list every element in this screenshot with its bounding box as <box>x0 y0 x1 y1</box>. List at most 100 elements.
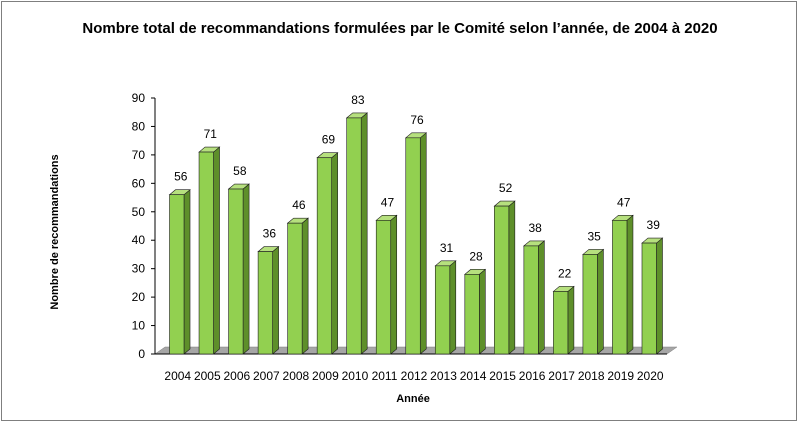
bar-front <box>287 222 303 355</box>
bar-front <box>553 291 569 355</box>
bar <box>404 132 428 355</box>
bar-front <box>228 188 244 355</box>
x-tick-label: 2018 <box>578 369 605 383</box>
bar-front <box>375 220 392 355</box>
y-tick-label: 80 <box>132 119 146 133</box>
x-tick-label: 2014 <box>460 369 487 383</box>
bar <box>434 260 457 355</box>
bar <box>463 268 487 355</box>
bar <box>316 152 339 355</box>
x-tick-label: 2012 <box>401 369 428 383</box>
bar-side <box>390 214 398 355</box>
data-label: 31 <box>440 241 454 255</box>
bar-front <box>257 251 273 355</box>
bar-side <box>538 240 545 355</box>
data-label: 28 <box>469 249 483 263</box>
bar <box>552 285 575 355</box>
x-tick-label: 2017 <box>548 369 575 383</box>
data-label: 69 <box>322 133 336 147</box>
bar-front <box>464 274 480 355</box>
bar <box>523 240 546 355</box>
bar-side <box>419 132 427 355</box>
bar-side <box>360 112 368 355</box>
bar <box>198 146 221 355</box>
bar <box>493 200 516 355</box>
bar <box>168 189 191 355</box>
bar <box>227 183 250 355</box>
chart-title: Nombre total de recommandations formulée… <box>82 20 718 37</box>
bar-side <box>508 200 516 355</box>
x-tick-label: 2007 <box>253 369 280 383</box>
data-label: 46 <box>292 198 306 212</box>
x-tick-label: 2006 <box>223 369 250 383</box>
data-label: 76 <box>410 113 424 127</box>
bar-side <box>213 146 220 355</box>
data-label: 56 <box>174 170 188 184</box>
bar-side <box>331 152 338 355</box>
x-axis-title: Année <box>396 393 430 405</box>
bars <box>168 112 664 355</box>
y-tick-label: 40 <box>132 233 146 247</box>
bar <box>257 245 280 355</box>
data-label: 38 <box>528 221 542 235</box>
bar <box>345 112 369 355</box>
data-label: 35 <box>587 229 601 243</box>
y-tick-label: 0 <box>138 347 145 361</box>
bar-side <box>626 214 634 355</box>
bar-side <box>656 237 663 355</box>
x-tick-label: 2009 <box>312 369 339 383</box>
x-tick-label: 2008 <box>283 369 310 383</box>
bar-side <box>242 183 250 355</box>
bar-side <box>567 285 575 355</box>
data-label: 36 <box>263 227 277 241</box>
y-tick-label: 50 <box>132 205 146 219</box>
bar-front <box>198 151 214 355</box>
y-tick-label: 10 <box>132 319 146 333</box>
x-tick-label: 2005 <box>194 369 221 383</box>
data-label: 71 <box>204 127 218 141</box>
y-axis-title: Nombre de recommandations <box>49 154 61 309</box>
y-tick-label: 30 <box>132 262 146 276</box>
x-tick-label: 2015 <box>489 369 516 383</box>
bar <box>641 237 664 355</box>
bar-front <box>523 245 539 355</box>
bar-front <box>582 254 598 355</box>
bar-side <box>449 260 457 355</box>
x-tick-label: 2011 <box>372 369 398 383</box>
data-labels: 56 71 58 36 46 69 83 47 76 31 28 52 38 22 35 47 39 <box>174 93 660 281</box>
data-label: 52 <box>499 181 513 195</box>
bar <box>611 214 634 355</box>
data-label: 47 <box>381 195 395 209</box>
y-tick-label: 70 <box>132 148 146 162</box>
y-tick-label: 20 <box>132 290 146 304</box>
x-tick-label: 2010 <box>342 369 369 383</box>
x-axis: 2004 2005 2006 2007 2008 2009 2010 2011 2012 2013… <box>164 369 663 383</box>
bar-side <box>301 217 309 355</box>
bar <box>582 248 605 355</box>
bar-front <box>316 157 332 355</box>
bar-side <box>183 189 191 355</box>
x-tick-label: 2013 <box>430 369 457 383</box>
bar <box>286 217 309 355</box>
data-label: 58 <box>233 164 247 178</box>
bar-side <box>479 268 486 355</box>
data-label: 39 <box>647 218 661 232</box>
bar-side <box>272 245 279 355</box>
data-label: 83 <box>351 93 365 107</box>
bar <box>375 214 398 355</box>
x-tick-label: 2016 <box>519 369 546 383</box>
bar-front <box>612 220 628 355</box>
x-tick-label: 2004 <box>164 369 191 383</box>
y-tick-label: 90 <box>132 91 146 105</box>
y-tick-label: 60 <box>132 176 146 190</box>
data-label: 47 <box>617 195 631 209</box>
bar-front <box>169 194 185 355</box>
bar-side <box>597 248 604 355</box>
bar-front <box>641 242 657 355</box>
bar-front <box>494 205 510 355</box>
bar-front <box>346 117 362 355</box>
data-label: 22 <box>558 266 572 280</box>
bar-front <box>405 137 421 355</box>
x-tick-label: 2019 <box>607 369 634 383</box>
